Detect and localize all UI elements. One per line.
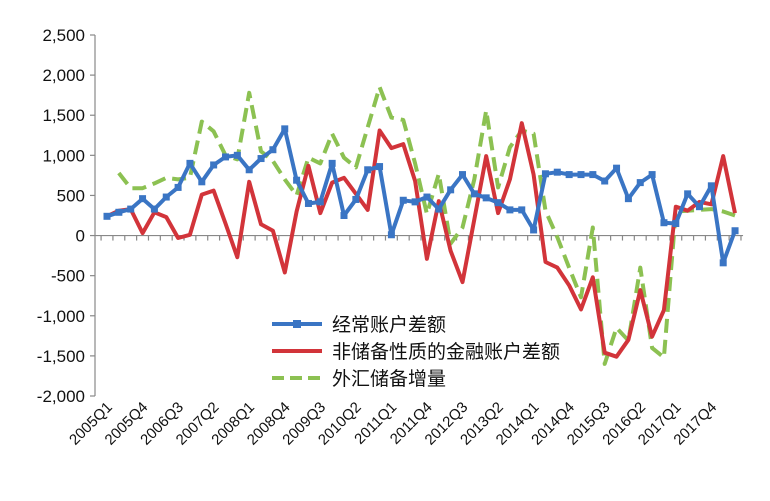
data-point (376, 163, 384, 171)
data-point (150, 205, 158, 213)
y-axis: -2,000 -1,500 -1,000 -500 0 500 1,000 1,500 2,00… (37, 26, 96, 406)
data-point (577, 171, 585, 179)
data-point (696, 203, 703, 211)
data-point (636, 179, 644, 187)
data-point (162, 193, 170, 201)
y-tick-label: 1,000 (42, 146, 85, 165)
data-point (340, 212, 348, 219)
data-point (257, 155, 265, 163)
data-point (435, 205, 443, 213)
data-point (293, 176, 301, 184)
data-point (660, 219, 668, 227)
data-point (269, 146, 277, 154)
data-point (281, 125, 289, 133)
data-point (731, 227, 739, 235)
data-point (672, 220, 680, 228)
series-line-1 (106, 121, 737, 359)
data-point (210, 161, 218, 169)
data-point (222, 153, 229, 161)
legend-label: 非储备性质的金融账户差额 (332, 341, 560, 363)
data-point (245, 166, 253, 174)
data-point (139, 195, 147, 203)
data-point (648, 171, 656, 179)
series-line-2 (117, 85, 736, 366)
data-point (115, 208, 123, 216)
data-point (103, 212, 111, 220)
data-point (316, 198, 324, 206)
data-point (198, 178, 206, 186)
data-point (541, 170, 549, 178)
data-point (399, 196, 407, 204)
data-point (719, 259, 727, 267)
y-tick-label: 2,000 (42, 66, 85, 85)
data-point (470, 190, 478, 198)
data-point (233, 151, 241, 159)
data-point (684, 190, 692, 198)
series-lines (103, 85, 739, 366)
y-tick-label: -2,000 (37, 387, 85, 406)
data-point (423, 193, 431, 201)
data-point (459, 171, 466, 179)
data-point (613, 164, 621, 172)
y-tick-label: -1,500 (37, 347, 85, 366)
data-point (482, 194, 490, 202)
data-point (304, 199, 312, 207)
data-point (387, 231, 395, 239)
legend-marker (293, 320, 301, 328)
data-point (186, 159, 194, 167)
data-point (565, 171, 573, 179)
data-point (530, 226, 538, 234)
data-point (624, 195, 632, 203)
data-point (411, 198, 419, 206)
data-point (328, 159, 336, 167)
legend-label: 外汇储备增量 (332, 368, 446, 390)
data-point (364, 166, 372, 174)
y-tick-label: 2,500 (42, 26, 85, 45)
data-point (494, 199, 502, 207)
data-point (447, 186, 455, 194)
y-tick-label: 500 (57, 186, 85, 205)
data-point (601, 177, 609, 185)
y-tick-label: 0 (76, 227, 85, 246)
y-tick-label: -500 (51, 267, 85, 286)
data-point (174, 183, 182, 191)
data-point (518, 206, 526, 214)
data-point (352, 195, 360, 203)
legend-label: 经常账户差额 (332, 314, 446, 336)
y-tick-label: -1,000 (37, 307, 85, 326)
data-point (127, 205, 135, 213)
data-point (553, 168, 561, 176)
data-point (589, 171, 597, 179)
y-tick-label: 1,500 (42, 106, 85, 125)
data-point (707, 182, 715, 190)
data-point (506, 206, 514, 214)
